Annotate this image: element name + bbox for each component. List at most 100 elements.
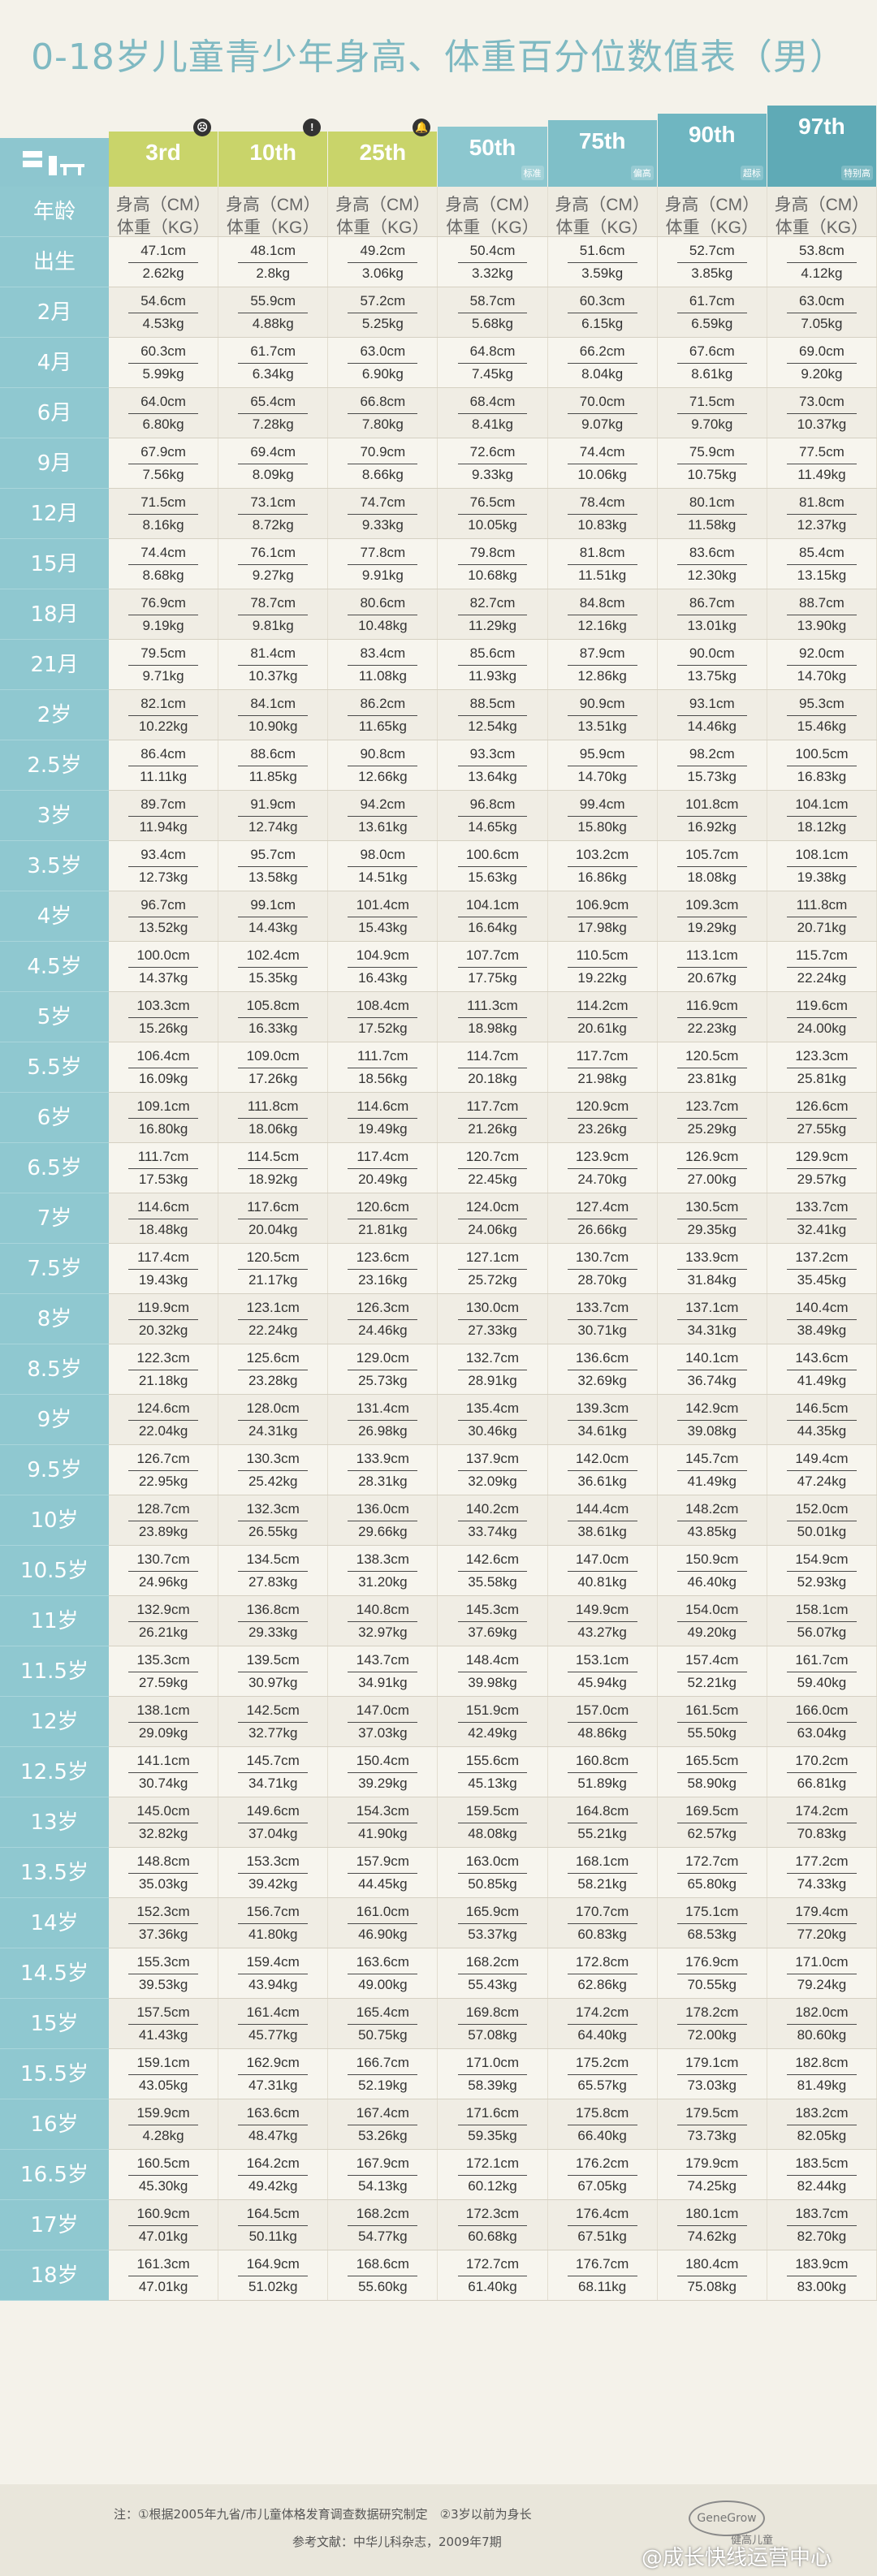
cell-divider: [348, 1017, 418, 1018]
height-value: 90.8cm: [360, 746, 406, 762]
height-value: 129.0cm: [356, 1350, 409, 1366]
height-value: 99.1cm: [250, 897, 296, 913]
height-value: 69.4cm: [250, 444, 296, 460]
table-row: 16.5岁 160.5cm 45.30kg 164.2cm 49.42kg 167.9cm…: [0, 2150, 877, 2200]
value-cell: 163.0cm 50.85kg: [438, 1848, 548, 1897]
height-value: 98.2cm: [689, 746, 735, 762]
cell-divider: [457, 363, 528, 364]
value-cell: 105.8cm 16.33kg: [218, 992, 329, 1042]
weight-value: 12.66kg: [358, 769, 408, 784]
weight-value: 32.69kg: [577, 1373, 627, 1388]
height-value: 147.0cm: [576, 1551, 629, 1567]
cell-divider: [457, 1420, 528, 1421]
height-value: 122.3cm: [136, 1350, 190, 1366]
cell-divider: [128, 1722, 198, 1723]
cell-divider: [567, 2024, 637, 2025]
weight-value: 8.41kg: [471, 416, 514, 432]
age-cell: 9月: [0, 438, 109, 489]
value-cell: 107.7cm 17.75kg: [438, 942, 548, 991]
value-cell: 161.3cm 47.01kg: [109, 2250, 219, 2300]
value-cell: 147.0cm 37.03kg: [328, 1697, 438, 1746]
value-cell: 130.3cm 25.42kg: [218, 1445, 329, 1495]
weight-value: 45.77kg: [248, 2027, 298, 2043]
weight-value: 38.49kg: [797, 1323, 847, 1338]
height-value: 63.0cm: [799, 293, 845, 309]
weight-value: 21.18kg: [138, 1373, 188, 1388]
weight-value: 17.98kg: [577, 920, 627, 935]
value-cell: 134.5cm 27.83kg: [218, 1546, 329, 1595]
percentile-tag: 标准: [521, 166, 544, 180]
weight-label: 体重（KG）: [775, 218, 869, 237]
cell-divider: [128, 1873, 198, 1874]
value-cell: 63.0cm 7.05kg: [767, 287, 877, 337]
table-row: 16岁 159.9cm 4.28kg 163.6cm 48.47kg 167.4cm 53.…: [0, 2099, 877, 2150]
weight-value: 45.30kg: [138, 2178, 188, 2194]
weight-value: 46.90kg: [358, 1927, 408, 1942]
weight-value: 11.51kg: [578, 567, 627, 583]
cell-divider: [567, 1017, 637, 1018]
cell-divider: [567, 514, 637, 515]
value-cell: 119.9cm 20.32kg: [109, 1294, 219, 1344]
weight-value: 62.86kg: [577, 1977, 627, 1992]
percentile-header-4: 75th 偏高: [547, 120, 657, 187]
cell-divider: [676, 715, 747, 716]
height-value: 47.1cm: [140, 243, 186, 258]
weight-value: 4.28kg: [142, 2128, 184, 2143]
weight-value: 10.37kg: [248, 668, 298, 684]
value-cell: 149.6cm 37.04kg: [218, 1797, 329, 1847]
height-value: 167.9cm: [356, 2155, 409, 2171]
value-cell: 106.4cm 16.09kg: [109, 1042, 219, 1092]
weight-label: 体重（KG）: [446, 218, 539, 237]
weight-value: 50.11kg: [248, 2229, 297, 2244]
value-cell: 142.9cm 39.08kg: [658, 1395, 767, 1444]
weight-value: 9.07kg: [581, 416, 624, 432]
cell-divider: [786, 514, 857, 515]
value-cell: 172.7cm 65.80kg: [658, 1848, 767, 1897]
value-cell: 73.0cm 10.37kg: [767, 388, 877, 438]
value-cell: 170.7cm 60.83kg: [548, 1898, 658, 1948]
weight-value: 19.22kg: [577, 970, 627, 986]
height-value: 161.4cm: [246, 2004, 300, 2020]
weight-value: 9.27kg: [252, 567, 294, 583]
height-value: 175.8cm: [576, 2105, 629, 2121]
value-cell: 84.8cm 12.16kg: [548, 589, 658, 639]
height-value: 140.2cm: [465, 1501, 520, 1517]
weight-value: 55.43kg: [468, 1977, 517, 1992]
weight-value: 28.31kg: [358, 1474, 408, 1489]
age-cell: 2月: [0, 287, 109, 338]
height-value: 183.9cm: [795, 2256, 849, 2272]
weight-value: 52.93kg: [797, 1574, 847, 1590]
cell-divider: [238, 1722, 309, 1723]
cell-divider: [457, 1319, 528, 1320]
height-label: 身高（CM）: [774, 196, 870, 214]
height-value: 140.4cm: [795, 1300, 849, 1315]
weight-value: 82.44kg: [797, 2178, 847, 2194]
value-cell: 83.6cm 12.30kg: [658, 539, 767, 589]
weight-value: 8.72kg: [252, 517, 294, 533]
height-value: 85.4cm: [799, 545, 845, 560]
value-cell: 161.7cm 59.40kg: [767, 1646, 877, 1696]
height-value: 153.1cm: [576, 1652, 629, 1668]
value-cell: 89.7cm 11.94kg: [109, 791, 219, 840]
value-cell: 58.7cm 5.68kg: [438, 287, 548, 337]
table-row: 15.5岁 159.1cm 43.05kg 162.9cm 47.31kg 166.7cm…: [0, 2049, 877, 2099]
cell-divider: [238, 1118, 309, 1119]
percentile-flag-icon: !: [303, 119, 322, 136]
weight-value: 50.75kg: [358, 2027, 408, 2043]
table-row: 15月 74.4cm 8.68kg 76.1cm 9.27kg 77.8cm 9.91kg 7…: [0, 539, 877, 589]
height-value: 104.1cm: [465, 897, 520, 913]
weight-value: 25.72kg: [468, 1272, 517, 1288]
cell-divider: [567, 262, 637, 263]
value-cell: 183.9cm 83.00kg: [767, 2250, 877, 2300]
percentile-flag-icon: 🔔: [413, 119, 431, 136]
value-cell: 161.0cm 46.90kg: [328, 1898, 438, 1948]
cell-divider: [238, 1319, 309, 1320]
cell-divider: [128, 816, 198, 817]
value-cell: 81.4cm 10.37kg: [218, 640, 329, 689]
value-cell: 156.7cm 41.80kg: [218, 1898, 329, 1948]
cell-divider: [128, 1923, 198, 1924]
weight-value: 7.45kg: [471, 366, 514, 382]
value-cell: 83.4cm 11.08kg: [328, 640, 438, 689]
value-cell: 168.2cm 54.77kg: [328, 2200, 438, 2250]
weight-value: 14.70kg: [577, 769, 627, 784]
